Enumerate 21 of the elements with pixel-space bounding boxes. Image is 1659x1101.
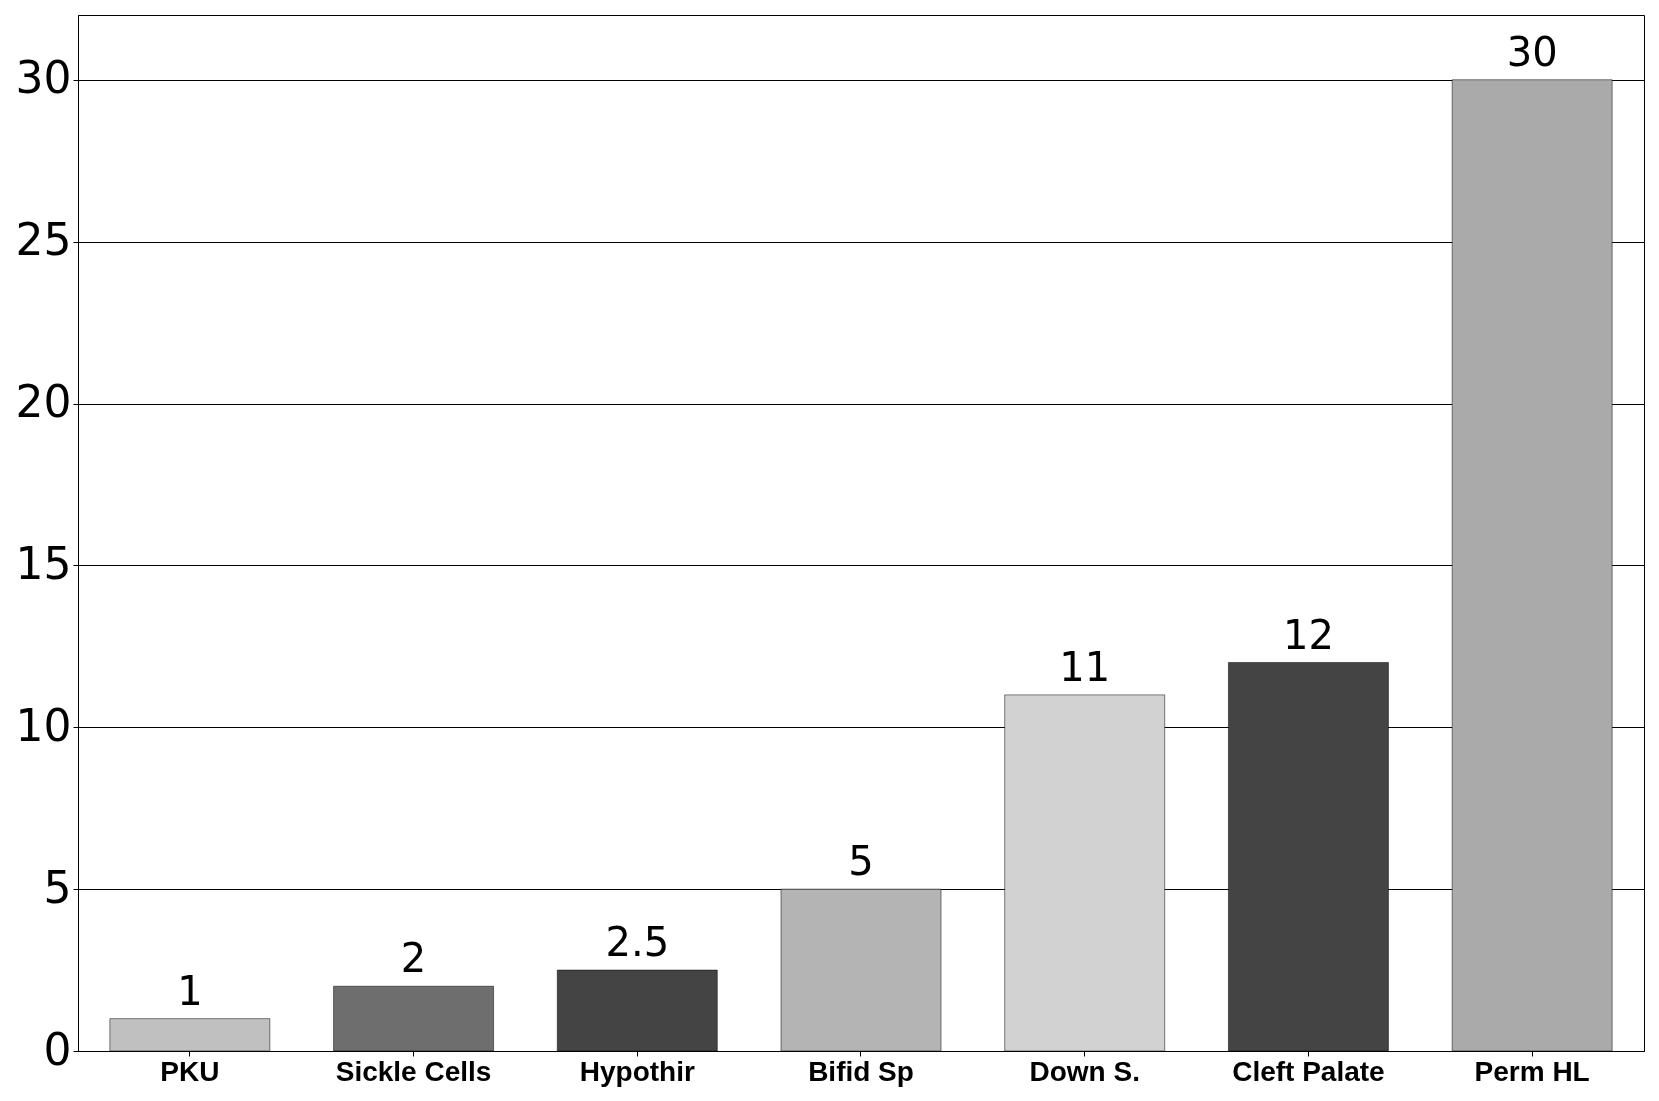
x-tick-label: PKU xyxy=(160,1055,220,1087)
x-tick-label: Cleft Palate xyxy=(1232,1055,1385,1087)
y-tick-label: 20 xyxy=(15,376,72,427)
y-tick-label: 15 xyxy=(15,537,72,589)
y-tick-label: 30 xyxy=(15,52,72,104)
data-label: 11 xyxy=(1059,643,1111,690)
y-tick-label: 25 xyxy=(15,214,72,266)
data-label: 30 xyxy=(1506,28,1558,75)
data-label: 2 xyxy=(400,935,427,982)
x-tick-label: Perm HL xyxy=(1474,1055,1590,1087)
data-label: 12 xyxy=(1282,611,1334,658)
y-tick-label: 10 xyxy=(15,699,72,751)
x-tick-label: Bifid Sp xyxy=(808,1055,914,1087)
x-tick-label: Sickle Cells xyxy=(335,1055,492,1087)
data-label: 5 xyxy=(848,838,874,885)
data-label: 2.5 xyxy=(605,919,670,966)
x-tick-label: Hypothir xyxy=(579,1055,695,1087)
y-tick-label: 5 xyxy=(43,861,72,913)
y-tick-label: 0 xyxy=(43,1023,72,1075)
x-tick-label: Down S. xyxy=(1029,1055,1140,1087)
data-label: 1 xyxy=(177,967,203,1014)
